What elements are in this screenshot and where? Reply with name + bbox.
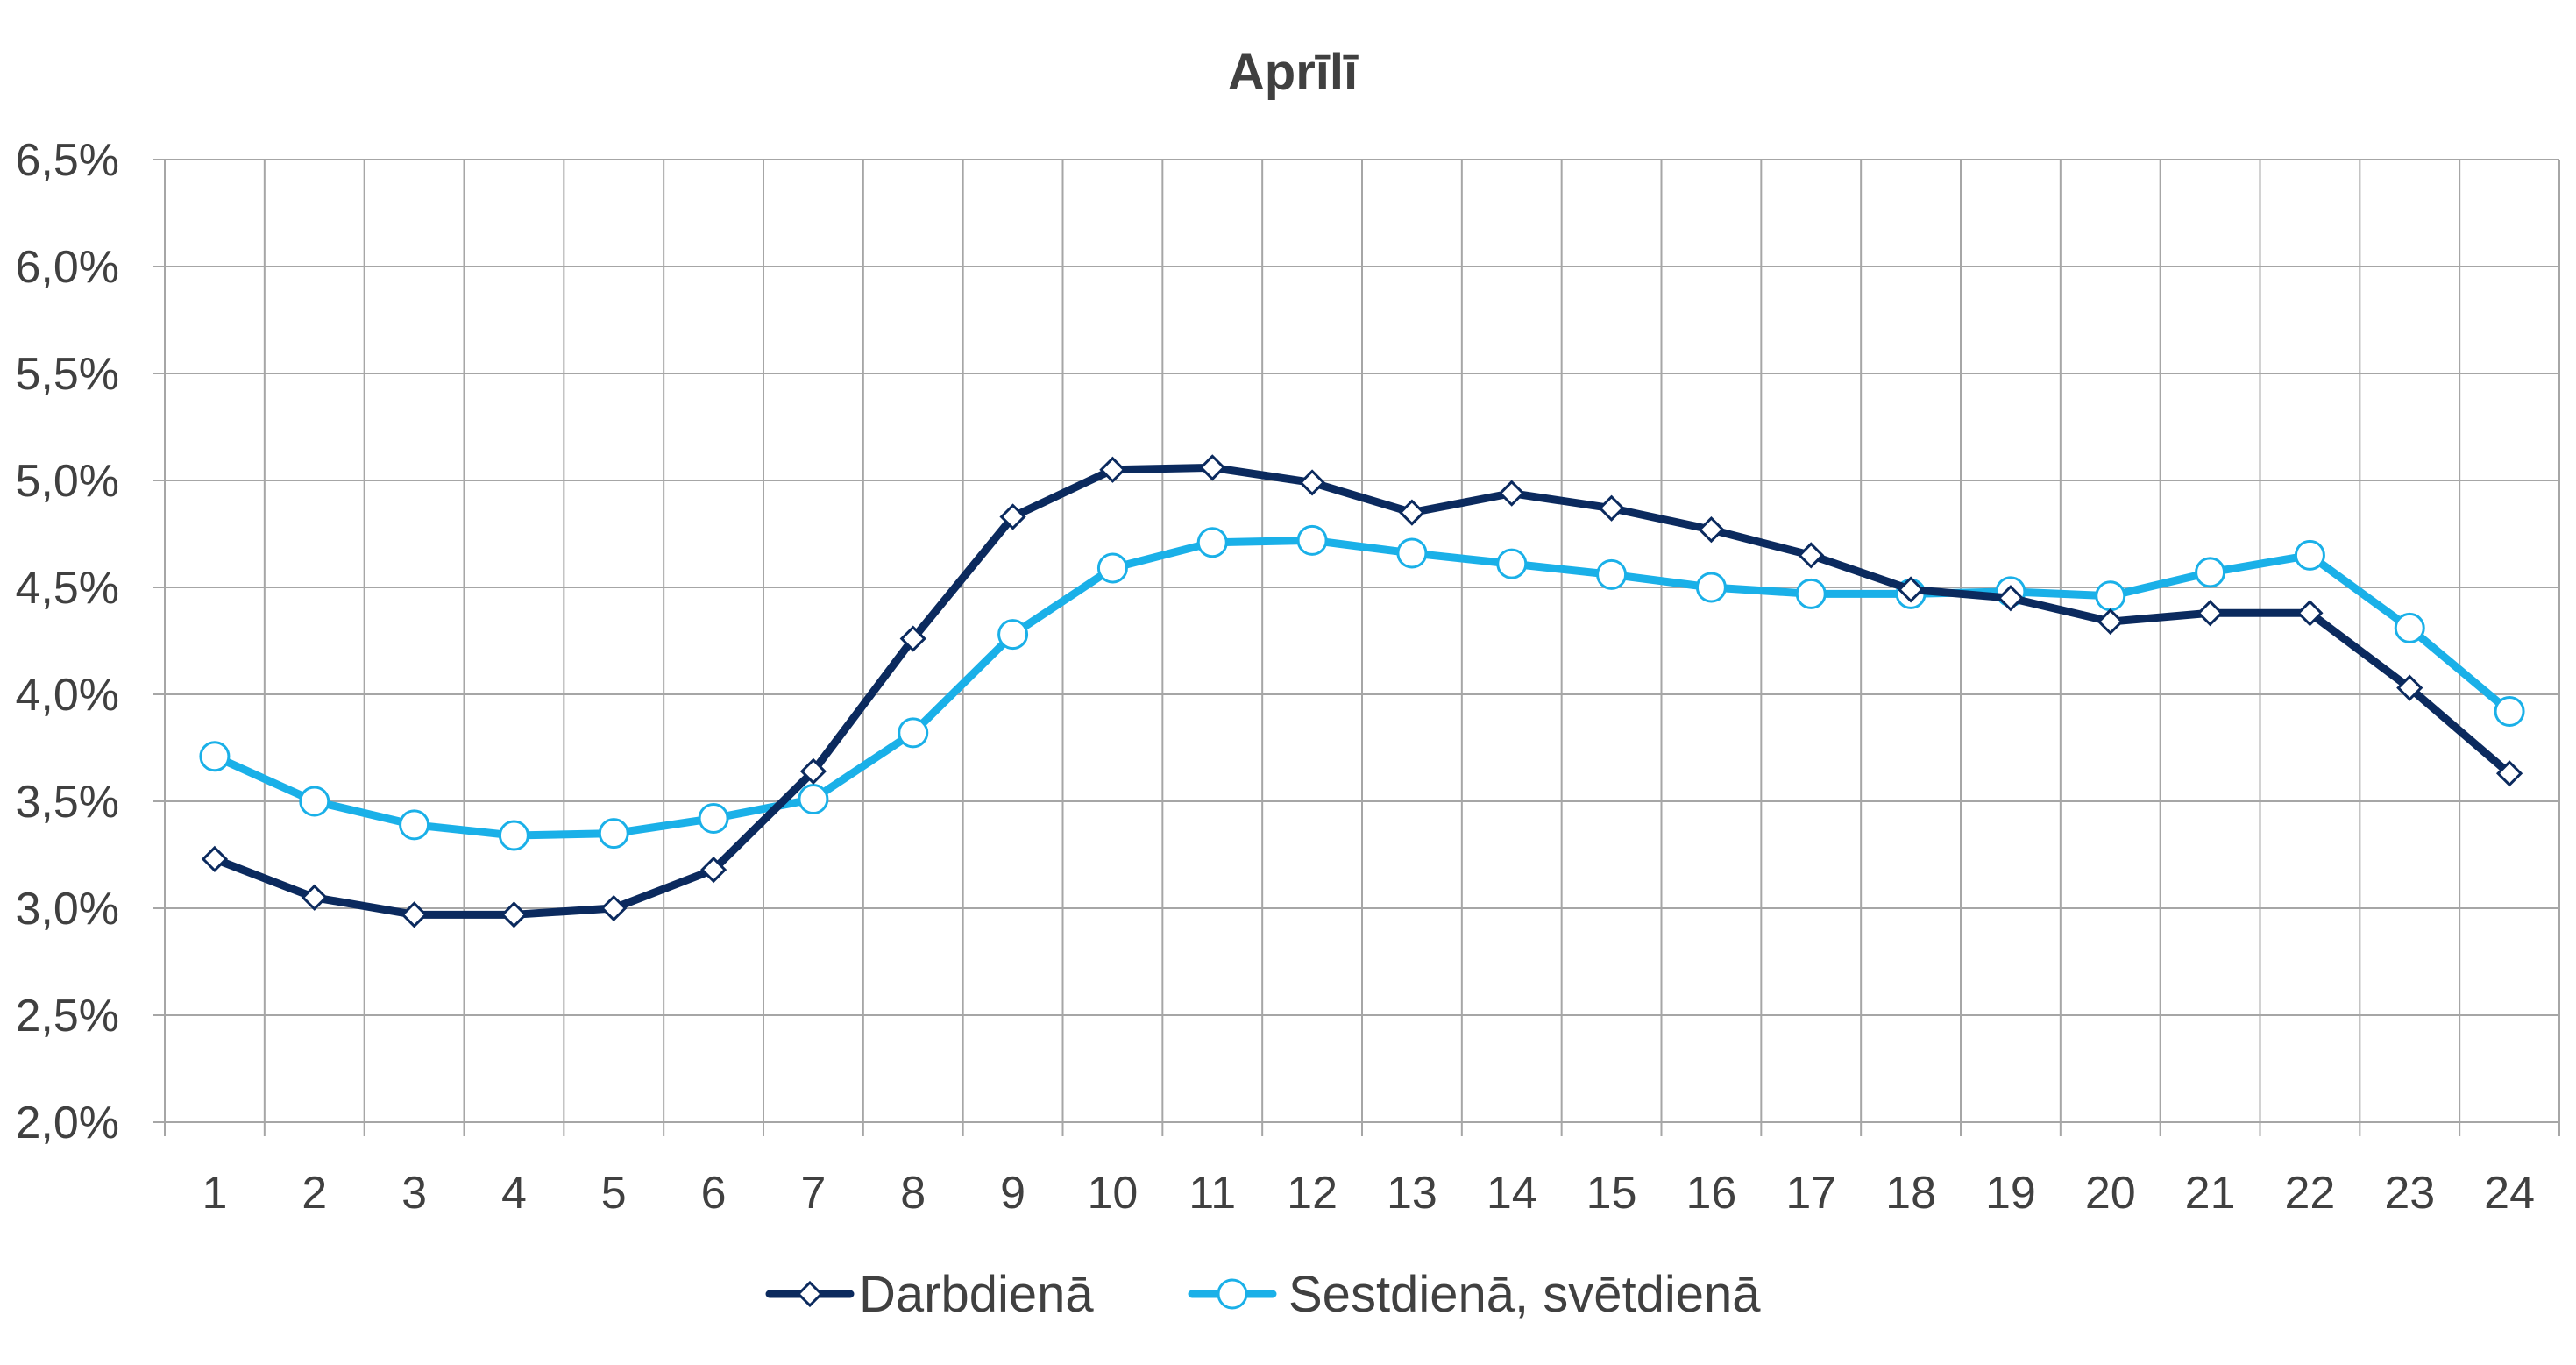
chart-title: Aprīlī — [1228, 44, 1359, 101]
x-tick-label: 12 — [1287, 1168, 1338, 1219]
x-tick-label: 10 — [1087, 1168, 1138, 1219]
legend: Darbdienā Sestdienā, svētdienā — [765, 1266, 1761, 1323]
x-tick-label: 15 — [1586, 1168, 1637, 1219]
circle-marker — [299, 786, 330, 817]
diamond-marker — [1398, 499, 1426, 526]
x-tick-label: 4 — [501, 1168, 527, 1219]
diamond-marker — [1598, 494, 1625, 522]
circle-marker — [2394, 612, 2425, 643]
diamond-marker — [1997, 585, 2025, 612]
diamond-marker — [401, 901, 428, 928]
diamond-marker — [2296, 600, 2324, 627]
circle-marker — [1096, 552, 1128, 584]
circle-marker — [598, 818, 629, 850]
x-tick-label: 8 — [900, 1168, 926, 1219]
circle-marker — [2095, 580, 2126, 612]
x-tick-label: 3 — [401, 1168, 427, 1219]
x-tick-label: 6 — [701, 1168, 727, 1219]
diamond-marker — [1897, 576, 1925, 603]
diamond-marker — [899, 625, 926, 652]
diamond-marker — [201, 845, 229, 873]
x-axis-tick-labels: 1 2 3 4 5 6 7 8 9 10 11 12 13 14 15 16 17 18 19 20 21 22 23 24 — [202, 1168, 2535, 1219]
circle-marker — [1795, 578, 1827, 609]
series-2 — [199, 524, 2525, 851]
circle-marker — [798, 784, 829, 815]
legend-item-2: Sestdienā, svētdienā — [1188, 1266, 1761, 1323]
diamond-marker — [2196, 600, 2224, 627]
x-tick-label: 22 — [2284, 1168, 2335, 1219]
y-tick-label: 6,0% — [15, 242, 119, 293]
diamond-marker — [1698, 515, 1725, 544]
circle-marker — [399, 809, 430, 841]
circle-marker — [1396, 537, 1428, 569]
legend-label: Sestdienā, svētdienā — [1288, 1266, 1761, 1323]
circle-marker — [1217, 1278, 1248, 1310]
diamond-marker — [600, 894, 628, 922]
diamond-marker — [2396, 674, 2423, 701]
circle-marker — [997, 619, 1029, 651]
series-line — [210, 463, 2514, 919]
diamond-marker — [799, 757, 827, 785]
series-lines — [199, 454, 2525, 928]
plot-grid — [153, 159, 2560, 1136]
diamond-marker — [301, 884, 328, 911]
diamond-marker — [699, 856, 727, 884]
x-tick-label: 18 — [1885, 1168, 1936, 1219]
y-tick-label: 3,5% — [15, 777, 119, 828]
y-tick-label: 5,0% — [15, 456, 119, 507]
y-tick-label: 6,5% — [15, 135, 119, 186]
x-tick-label: 5 — [601, 1168, 627, 1219]
series-line — [210, 536, 2514, 840]
x-tick-label: 11 — [1189, 1168, 1236, 1219]
x-tick-label: 17 — [1785, 1168, 1836, 1219]
y-tick-label: 2,0% — [15, 1098, 119, 1148]
x-tick-label: 21 — [2185, 1168, 2236, 1219]
circle-marker — [1496, 548, 1528, 579]
diamond-marker — [1498, 480, 1525, 507]
circle-marker — [1596, 558, 1628, 590]
x-tick-label: 7 — [800, 1168, 826, 1219]
diamond-marker — [1798, 542, 1825, 569]
y-tick-label: 4,0% — [15, 670, 119, 721]
circle-marker — [2494, 696, 2525, 728]
diamond-marker — [1199, 454, 1226, 481]
circle-marker — [199, 741, 231, 772]
x-tick-label: 14 — [1487, 1168, 1537, 1219]
y-axis-tick-labels: 2,0% 2,5% 3,0% 3,5% 4,0% 4,5% 5,0% 5,5% 6,0% 6,5% — [15, 135, 119, 1148]
diamond-marker — [999, 503, 1026, 530]
circle-marker — [1695, 572, 1727, 603]
x-tick-label: 2 — [302, 1168, 327, 1219]
circle-marker — [1196, 527, 1228, 558]
legend-label: Darbdienā — [859, 1266, 1094, 1323]
circle-marker — [1296, 524, 1328, 556]
circle-marker — [2195, 557, 2226, 588]
y-tick-label: 3,0% — [15, 884, 119, 935]
x-tick-label: 1 — [202, 1168, 227, 1219]
legend-item-1: Darbdienā — [765, 1266, 1094, 1323]
diamond-marker — [2495, 760, 2523, 787]
x-tick-label: 16 — [1685, 1168, 1736, 1219]
x-tick-label: 13 — [1387, 1168, 1437, 1219]
y-tick-label: 2,5% — [15, 991, 119, 1042]
x-tick-label: 23 — [2384, 1168, 2435, 1219]
series-1 — [201, 454, 2523, 928]
x-tick-label: 19 — [1985, 1168, 2036, 1219]
circle-marker — [698, 803, 729, 835]
y-tick-label: 5,5% — [15, 349, 119, 400]
diamond-marker — [500, 901, 528, 928]
diamond-marker — [796, 1280, 824, 1308]
circle-marker — [498, 820, 529, 851]
circle-marker — [898, 717, 929, 749]
x-tick-label: 24 — [2484, 1168, 2535, 1219]
diamond-marker — [2097, 608, 2124, 636]
y-tick-label: 4,5% — [15, 563, 119, 614]
circle-marker — [2294, 539, 2325, 571]
diamond-marker — [1298, 469, 1326, 496]
x-tick-label: 9 — [1000, 1168, 1025, 1219]
diamond-marker — [1099, 456, 1126, 483]
x-tick-label: 20 — [2085, 1168, 2136, 1219]
